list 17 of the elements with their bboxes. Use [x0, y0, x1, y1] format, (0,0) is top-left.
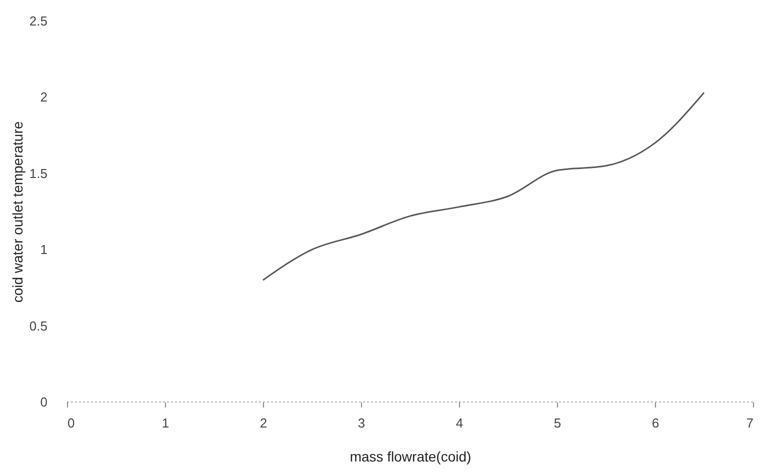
- line-series: [262, 92, 705, 281]
- x-axis-title: mass flowrate(coid): [350, 448, 472, 464]
- y-axis-title: coid water outlet temperature: [9, 121, 26, 303]
- x-tick-label: 2: [260, 416, 268, 430]
- x-tick-label: 1: [162, 416, 170, 430]
- x-tick-label: 5: [554, 416, 562, 430]
- x-tick-label: 7: [746, 416, 754, 430]
- y-tick-label: 0: [40, 394, 48, 410]
- x-tick-label: 4: [456, 416, 464, 430]
- x-tick-label: 3: [358, 416, 366, 430]
- y-tick-label: 2: [40, 90, 48, 105]
- y-tick-label: 1.5: [29, 166, 48, 181]
- y-tick-label: 2.5: [29, 14, 48, 28]
- y-tick-label: 0.5: [29, 318, 48, 334]
- x-tick-label: 6: [652, 416, 660, 430]
- y-tick-label: 1: [40, 242, 48, 258]
- x-tick-label: 0: [68, 416, 75, 430]
